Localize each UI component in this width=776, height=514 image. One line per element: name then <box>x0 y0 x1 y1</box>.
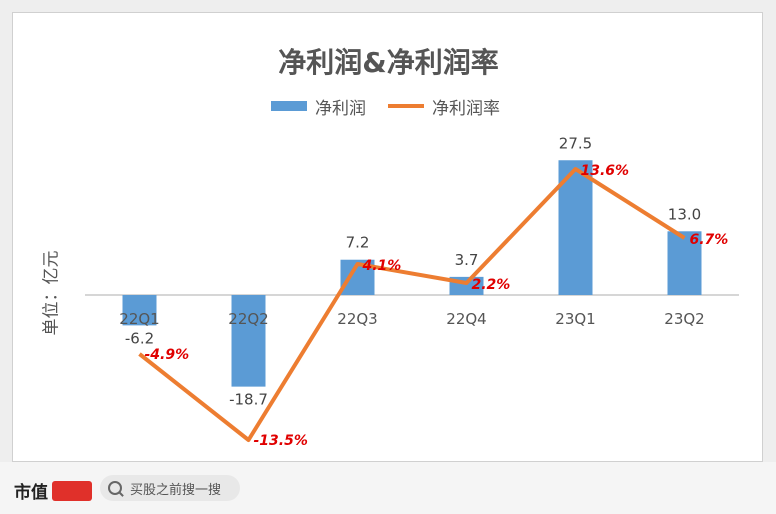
legend-item-line: 净利润率 <box>388 94 500 119</box>
bar-value-label-22Q4: 3.7 <box>455 251 479 269</box>
chart-legend: 净利润 净利润率 <box>271 94 522 119</box>
x-tick-label-22Q2: 22Q2 <box>228 310 268 328</box>
legend-swatch-bar <box>271 101 307 111</box>
line-value-label-23Q1: 13.6% <box>581 163 630 179</box>
line-value-label-22Q3: 4.1% <box>362 258 402 274</box>
footer-bar: 市值 买股之前搜一搜 <box>0 462 776 514</box>
line-value-label-22Q4: 2.2% <box>472 277 511 293</box>
bar-value-label-23Q1: 27.5 <box>559 134 592 152</box>
search-placeholder: 买股之前搜一搜 <box>130 482 222 498</box>
chart-plot: -6.2 -18.7 7.2 3.7 27.5 13.0 22Q1 22Q2 22Q3 22Q4 2… <box>85 134 739 449</box>
legend-label-line: 净利润率 <box>432 98 500 119</box>
bar-22Q1 <box>122 295 157 326</box>
bar-value-label-23Q2: 13.0 <box>668 205 701 223</box>
x-tick-label-23Q2: 23Q2 <box>664 310 704 328</box>
search-icon <box>108 481 122 495</box>
legend-item-bar: 净利润 <box>271 94 366 119</box>
chart-title: 净利润&净利润率 <box>278 46 499 79</box>
x-tick-label-22Q1: 22Q1 <box>119 310 159 328</box>
legend-label-bar: 净利润 <box>315 98 366 119</box>
bar-22Q2 <box>231 295 266 387</box>
bar-value-label-22Q1: -6.2 <box>125 329 154 347</box>
x-tick-label-23Q1: 23Q1 <box>555 310 595 328</box>
line-value-label-22Q1: -4.9% <box>145 347 190 363</box>
bar-value-label-22Q2: -18.7 <box>229 391 268 409</box>
x-tick-label-22Q4: 22Q4 <box>446 310 486 328</box>
brand-text: 市值 <box>14 483 48 503</box>
x-tick-label-22Q3: 22Q3 <box>337 310 377 328</box>
legend-swatch-line <box>388 104 424 108</box>
bar-23Q2 <box>667 231 702 295</box>
line-value-label-23Q2: 6.7% <box>690 232 729 248</box>
brand[interactable]: 市值 <box>14 478 92 503</box>
search-box[interactable]: 买股之前搜一搜 <box>100 475 240 501</box>
chart-card: 净利润&净利润率 净利润 净利润率 单位：亿元 -6.2 -18.7 7.2 3.7 2… <box>12 12 763 462</box>
line-series-net-margin <box>138 167 686 442</box>
line-value-label-22Q2: -13.5% <box>254 433 308 449</box>
bar-value-label-22Q3: 7.2 <box>346 234 370 252</box>
brand-logo <box>52 480 92 501</box>
